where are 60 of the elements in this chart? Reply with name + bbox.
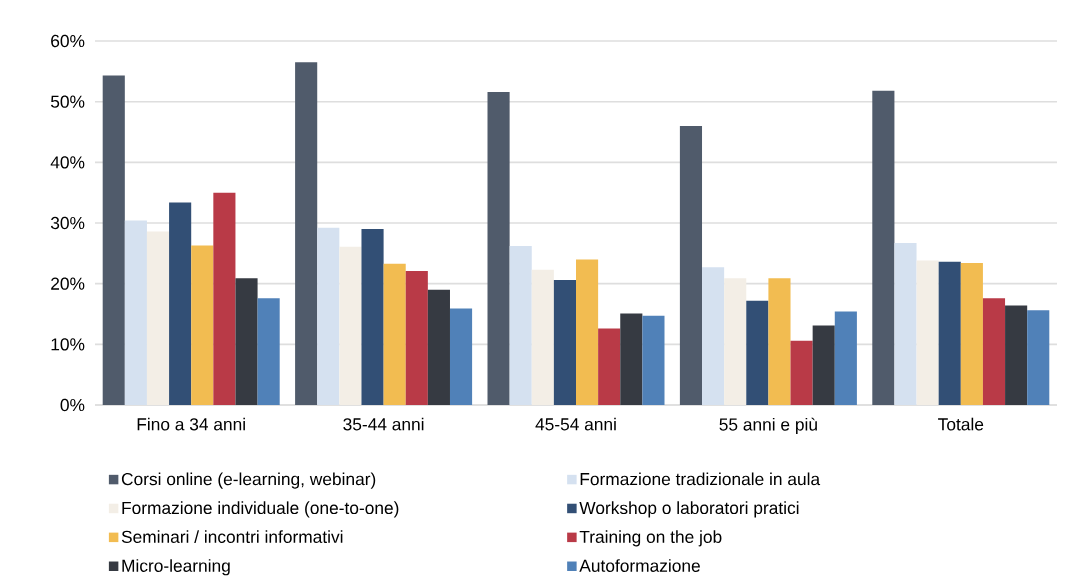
- bar: [938, 261, 961, 405]
- bar: [642, 315, 665, 405]
- legend-label: Corsi online (e-learning, webinar): [121, 472, 376, 489]
- bar: [102, 75, 125, 405]
- y-tick-label: 50%: [50, 95, 85, 108]
- bar: [509, 246, 532, 405]
- y-tick-label: 30%: [50, 216, 85, 230]
- bar: [531, 269, 554, 405]
- legend-label: Autoformazione: [579, 559, 700, 572]
- bar: [790, 340, 813, 405]
- bar: [982, 298, 1006, 405]
- bar: [553, 280, 576, 405]
- bar: [894, 243, 917, 405]
- bar: [679, 125, 703, 405]
- bar: [449, 308, 473, 405]
- legend-label: Formazione tradizionale in aula: [580, 472, 821, 486]
- bar: [191, 245, 214, 405]
- bar: [724, 278, 747, 405]
- x-tick-label: Fino a 34 anni: [137, 417, 245, 431]
- x-tick-label: 45-54 anni: [535, 417, 616, 431]
- bar: [213, 192, 236, 405]
- bar: [124, 220, 147, 405]
- bar: [383, 263, 406, 405]
- bar: [1005, 305, 1028, 405]
- y-tick-label: 0%: [60, 398, 85, 412]
- legend-label: Workshop o laboratori pratici: [579, 501, 799, 518]
- bar: [169, 202, 192, 405]
- legend-label: Micro-learning: [122, 559, 230, 576]
- y-tick-label: 20%: [51, 277, 85, 290]
- bar: [295, 62, 318, 405]
- bar: [487, 91, 510, 405]
- x-tick-label: Totale: [938, 417, 984, 431]
- bar: [768, 278, 791, 405]
- bar: [235, 278, 258, 405]
- x-tick-label: 35-44 anni: [343, 417, 424, 431]
- bar: [317, 227, 340, 405]
- bar: [146, 231, 170, 405]
- bar: [916, 260, 939, 405]
- y-tick-label: 60%: [51, 34, 85, 48]
- y-tick-label: 40%: [50, 156, 85, 169]
- bar: [960, 263, 983, 405]
- bar: [361, 229, 384, 405]
- bar: [257, 298, 280, 405]
- legend-label: Training on the job: [579, 530, 722, 547]
- bar: [598, 328, 621, 405]
- bar: [339, 246, 362, 405]
- bar: [834, 311, 857, 405]
- bar: [576, 259, 599, 405]
- bar: [405, 270, 428, 405]
- bar: [812, 325, 835, 405]
- legend-label: Formazione individuale (one-to-one): [122, 501, 399, 518]
- bar: [427, 289, 450, 405]
- bar: [620, 313, 643, 405]
- bar: [702, 267, 725, 405]
- x-tick-label: 55 anni e più: [719, 417, 817, 435]
- bar: [746, 300, 769, 405]
- legend-label: Seminari / incontri informativi: [121, 530, 343, 543]
- bar: [1027, 310, 1050, 405]
- y-tick-label: 10%: [51, 338, 85, 351]
- bar: [872, 90, 895, 405]
